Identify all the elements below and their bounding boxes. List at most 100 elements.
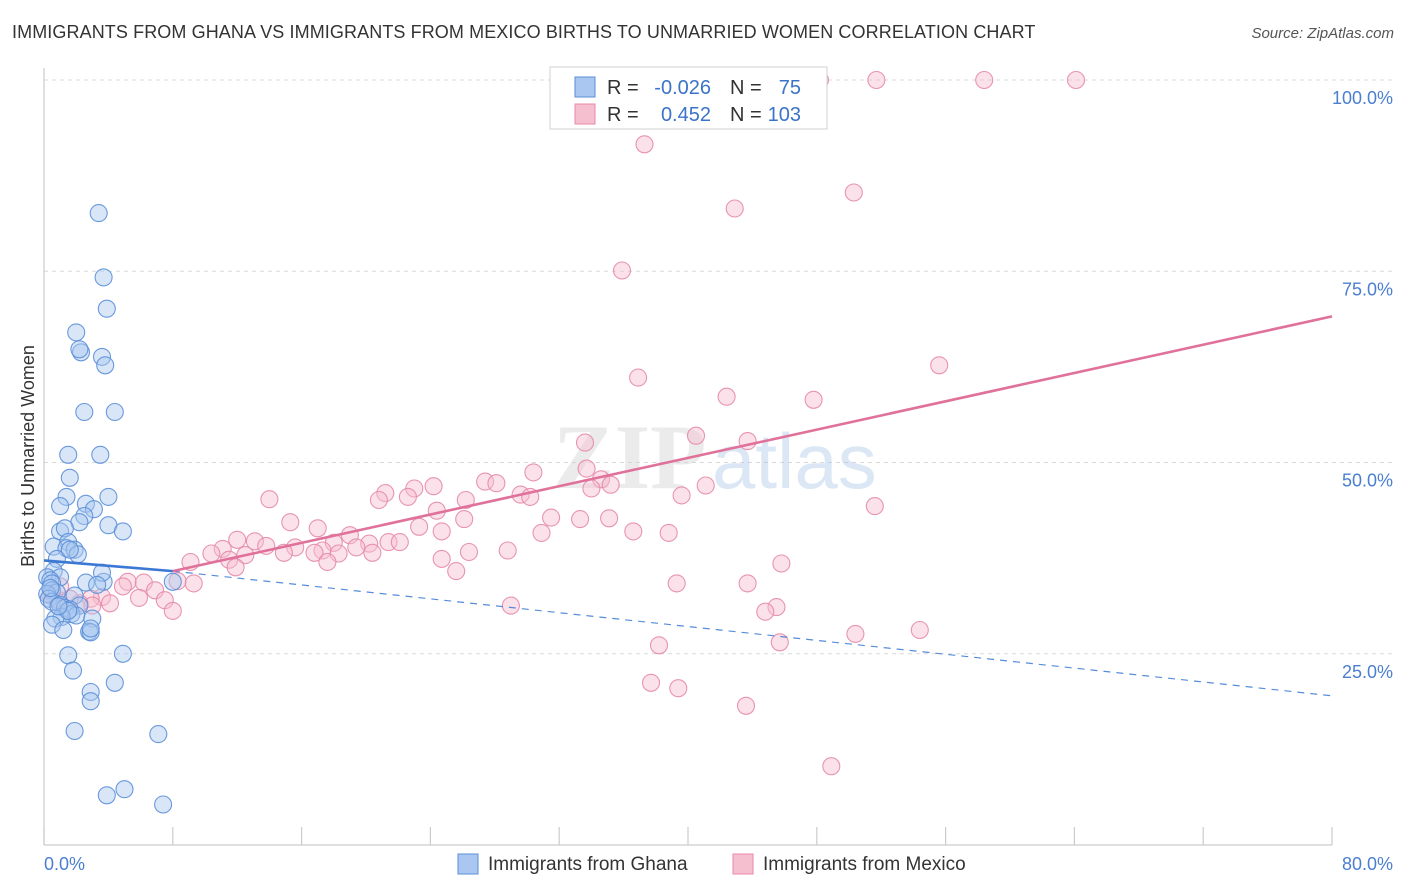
ghana-point	[89, 204, 108, 223]
mexico-point	[168, 572, 187, 591]
ghana-point	[71, 343, 91, 362]
y-tick-labels: 100.0% 75.0% 50.0% 25.0%	[1332, 88, 1393, 682]
ghana-point	[70, 340, 89, 359]
mexico-point	[228, 530, 247, 549]
legend-r-value-mexico: 0.452	[661, 104, 711, 126]
mexico-point	[571, 510, 590, 529]
mexico-point	[910, 620, 929, 640]
mexico-point	[308, 519, 327, 538]
mexico-point	[363, 543, 382, 562]
ghana-point	[113, 644, 132, 663]
ghana-point	[55, 519, 74, 538]
mexico-point	[163, 601, 182, 620]
ghana-point	[96, 356, 115, 375]
y-tick-label-100: 100.0%	[1332, 88, 1393, 108]
ghana-point	[81, 682, 100, 702]
mexico-point	[390, 533, 409, 552]
bottom-legend-swatch-ghana	[457, 853, 479, 875]
ghana-point	[59, 646, 78, 665]
mexico-point	[281, 513, 300, 532]
mexico-point	[667, 574, 686, 593]
mexico-point	[432, 522, 451, 541]
ghana-point	[49, 597, 68, 616]
legend-n-label-ghana: N =	[730, 77, 762, 99]
mexico-point	[629, 368, 648, 387]
mexico-point	[456, 490, 475, 510]
mexico-point	[129, 588, 149, 607]
mexico-point	[717, 387, 736, 406]
ghana-point	[67, 323, 86, 342]
mexico-point	[930, 356, 949, 375]
mexico-point	[601, 475, 620, 494]
mexico-point	[725, 199, 744, 218]
mexico-point	[432, 549, 451, 568]
mexico-point	[424, 477, 443, 496]
mexico-point	[455, 510, 474, 529]
mexico-point	[612, 261, 632, 280]
legend: R = -0.026 N = 75 R = 0.452 N = 103	[549, 66, 828, 130]
ghana-point	[113, 522, 132, 541]
mexico-point	[318, 552, 337, 572]
ghana-point	[81, 619, 100, 638]
mexico-point	[501, 596, 520, 615]
mexico-point	[804, 390, 823, 409]
mexico-point	[686, 426, 706, 445]
mexico-point	[624, 522, 643, 541]
legend-r-value-ghana: -0.026	[654, 77, 711, 99]
mexico-point	[447, 562, 466, 581]
mexico-point	[226, 558, 245, 577]
ghana-point	[75, 402, 94, 422]
mexico-point	[100, 594, 120, 613]
ghana-point	[59, 533, 78, 552]
mexico-point	[542, 508, 561, 527]
mexico-point	[459, 542, 479, 562]
mexico-point	[696, 476, 715, 495]
trend-lines	[43, 315, 1333, 697]
legend-r-label-ghana: R =	[607, 77, 639, 99]
ghana-point	[115, 780, 134, 799]
legend-n-value-mexico: 103	[768, 104, 801, 126]
ghana-point	[154, 795, 173, 814]
mexico-point	[575, 433, 595, 452]
y-axis-label: Births to Unmarried Women	[18, 345, 38, 567]
mexico-point	[600, 509, 619, 528]
ghana-point	[41, 578, 60, 598]
mexico-point	[487, 474, 506, 493]
ghana-point	[97, 299, 116, 318]
ghana-point	[59, 445, 78, 464]
legend-swatch-mexico	[574, 103, 596, 125]
bottom-legend-label-ghana: Immigrants from Ghana	[488, 854, 688, 875]
ghana-point	[91, 445, 110, 464]
mexico-point	[582, 479, 601, 498]
mexico-point	[635, 135, 654, 154]
ghana-point	[163, 572, 182, 591]
mexico-point	[975, 70, 994, 90]
mexico-point	[641, 673, 661, 692]
mexico-point	[649, 636, 669, 655]
ghana-point	[60, 468, 79, 487]
mexico-point	[772, 554, 791, 573]
mexico-point	[347, 538, 366, 557]
mexico-point	[659, 523, 678, 542]
mexico-point	[369, 490, 388, 510]
watermark-zip: ZIP	[553, 406, 706, 508]
ghana-trend-line	[43, 559, 173, 573]
ghana-point	[65, 721, 84, 741]
ghana-point	[54, 620, 73, 640]
grid	[44, 79, 1392, 655]
ghana-point	[57, 487, 76, 506]
mexico-point	[846, 624, 865, 643]
mexico-point	[577, 459, 596, 478]
mexico-point	[398, 487, 417, 506]
ghana-series	[38, 204, 182, 814]
mexico-point	[738, 574, 757, 593]
ghana-point	[76, 573, 95, 592]
mexico-point	[213, 539, 232, 558]
x-tick-label-right: 80.0%	[1342, 854, 1393, 874]
ghana-point	[81, 692, 100, 711]
x-tick-label-left: 0.0%	[44, 854, 85, 874]
mexico-point	[844, 183, 863, 202]
legend-r-label-mexico: R =	[607, 104, 639, 126]
legend-swatch-ghana	[574, 76, 596, 98]
